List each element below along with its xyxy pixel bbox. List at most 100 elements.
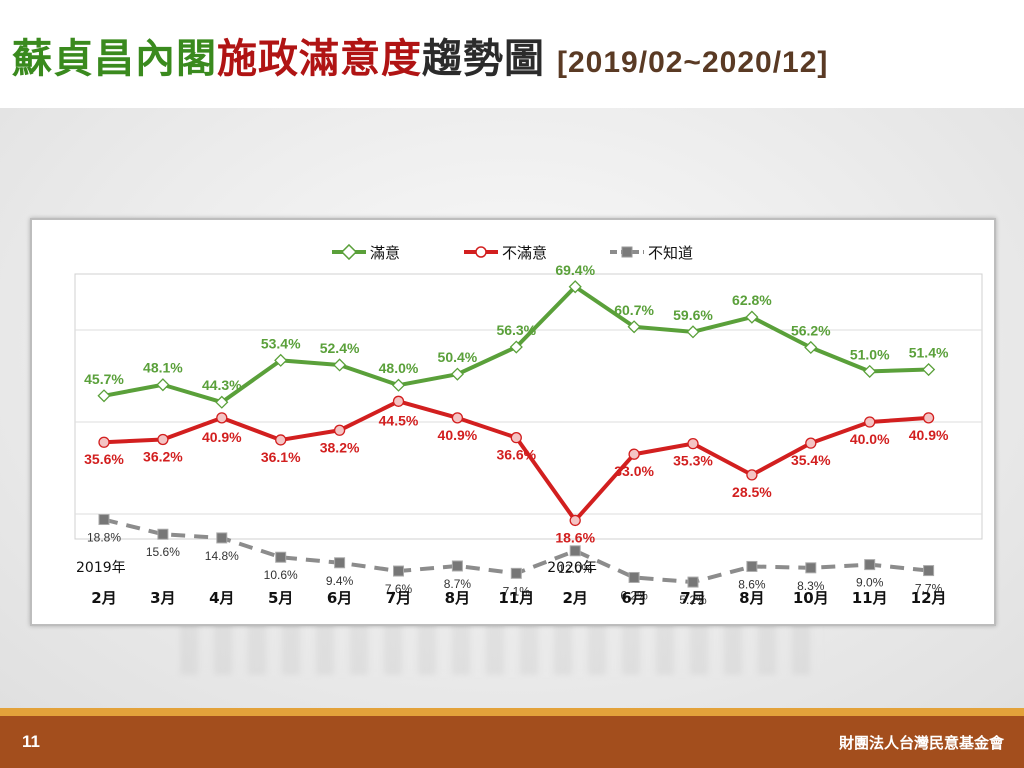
point-dissatisfied [510, 431, 522, 444]
point-unknown [334, 557, 346, 569]
x-tick-label: 3月 [150, 589, 175, 607]
point-satisfied [686, 325, 700, 339]
chart-frame: 滿意 不滿意 不知道 45.7% 48.1% 44.3% 53.4% 52.4% 48.0% 50… [30, 218, 996, 626]
label-dissatisfied: 18.6% [555, 529, 595, 545]
label-satisfied: 60.7% [614, 302, 654, 318]
year-label: 2019年 [76, 560, 126, 576]
point-unknown [746, 560, 758, 572]
x-tick-label: 10月 [793, 589, 829, 607]
point-dissatisfied [805, 437, 817, 449]
point-satisfied [156, 378, 170, 392]
point-dissatisfied [687, 437, 699, 450]
point-unknown [216, 532, 228, 544]
label-dissatisfied: 40.9% [202, 429, 242, 445]
label-satisfied: 51.0% [850, 346, 890, 362]
x-tick-label: 8月 [445, 589, 470, 607]
point-unknown [98, 514, 110, 526]
label-dissatisfied: 36.1% [261, 449, 301, 465]
legend-dissatisfied-label: 不滿意 [502, 244, 547, 262]
point-dissatisfied [746, 469, 758, 481]
x-tick-label: 4月 [209, 589, 234, 607]
point-satisfied [509, 340, 523, 354]
label-dissatisfied: 38.2% [320, 439, 360, 455]
point-dissatisfied [333, 424, 346, 436]
point-dissatisfied [157, 433, 169, 446]
point-satisfied [333, 358, 347, 372]
page-number: 11 [22, 732, 40, 751]
x-tick-label: 7月 [680, 589, 705, 607]
title-bar: 蘇貞昌內閣施政滿意度趨勢圖 [2019/02~2020/12] [0, 0, 1024, 108]
label-unknown: 8.6% [738, 577, 766, 591]
label-satisfied: 51.4% [909, 345, 949, 361]
point-dissatisfied [569, 514, 581, 527]
point-satisfied [450, 367, 464, 381]
label-satisfied: 62.8% [732, 292, 772, 308]
label-dissatisfied: 36.6% [496, 447, 536, 463]
point-unknown [451, 560, 463, 572]
x-tick-label: 11月 [498, 589, 534, 607]
label-unknown: 10.6% [264, 568, 298, 582]
point-satisfied [391, 378, 406, 392]
label-dissatisfied: 35.4% [791, 452, 831, 468]
label-dissatisfied: 36.2% [143, 448, 183, 464]
point-satisfied [215, 395, 229, 409]
point-unknown [569, 545, 581, 557]
point-satisfied [863, 364, 877, 378]
legend-dissatisfied-marker [475, 246, 487, 258]
point-satisfied [804, 340, 818, 355]
x-tick-label: 7月 [386, 589, 411, 607]
point-unknown [275, 551, 287, 563]
point-unknown [864, 559, 876, 571]
point-dissatisfied [216, 412, 228, 424]
point-unknown [687, 576, 699, 588]
label-satisfied: 59.6% [673, 307, 713, 323]
label-dissatisfied: 40.9% [438, 427, 478, 443]
point-dissatisfied [864, 416, 876, 428]
label-dissatisfied: 28.5% [732, 484, 772, 500]
title-part-satisfaction: 施政滿意度 [217, 36, 422, 82]
legend-satisfied-marker [340, 243, 358, 261]
label-unknown: 18.8% [87, 531, 121, 545]
label-unknown: 7.1% [503, 584, 531, 598]
label-unknown: 7.6% [385, 582, 413, 596]
label-satisfied: 56.2% [791, 322, 831, 338]
x-tick-label: 12月 [911, 589, 947, 607]
point-satisfied [627, 320, 641, 334]
label-satisfied: 48.0% [379, 360, 419, 376]
page-title: 蘇貞昌內閣施政滿意度趨勢圖 [2019/02~2020/12] [12, 26, 828, 86]
point-unknown [923, 565, 935, 577]
label-unknown: 8.3% [797, 579, 825, 593]
x-tick-label: 8月 [739, 589, 764, 607]
point-satisfied [568, 280, 582, 294]
label-unknown: 7.7% [915, 582, 943, 596]
x-tick-label: 6月 [327, 589, 352, 607]
point-unknown [157, 528, 169, 540]
plot-area-border [74, 273, 983, 540]
legend-unknown-marker [621, 246, 633, 258]
label-satisfied: 53.4% [261, 335, 301, 351]
point-unknown [628, 571, 640, 583]
label-satisfied: 50.4% [438, 349, 478, 365]
footer-bar: 11 財團法人台灣民意基金會 [0, 716, 1024, 768]
legend-satisfied-label: 滿意 [370, 244, 400, 262]
point-unknown [510, 567, 522, 579]
point-dissatisfied [451, 412, 464, 424]
point-dissatisfied [98, 436, 110, 448]
year-label: 2020年 [547, 560, 597, 576]
label-satisfied: 44.3% [202, 377, 242, 393]
label-unknown: 12.0% [558, 562, 592, 576]
trend-chart: 滿意 不滿意 不知道 45.7% 48.1% 44.3% 53.4% 52.4% 48.0% 50… [74, 243, 983, 607]
point-dissatisfied [275, 434, 287, 446]
label-unknown: 6.2% [620, 588, 648, 602]
x-tick-label: 6月 [621, 589, 646, 607]
label-unknown: 9.0% [856, 576, 884, 590]
label-dissatisfied: 35.3% [673, 453, 713, 469]
point-unknown [393, 565, 404, 577]
point-satisfied [274, 353, 288, 367]
label-satisfied: 48.1% [143, 360, 183, 376]
organization-name: 財團法人台灣民意基金會 [838, 734, 1004, 752]
label-dissatisfied: 35.6% [84, 451, 124, 467]
legend-unknown-label: 不知道 [648, 244, 693, 262]
title-part-cabinet: 蘇貞昌內閣 [12, 36, 217, 82]
label-dissatisfied: 40.0% [850, 431, 890, 447]
